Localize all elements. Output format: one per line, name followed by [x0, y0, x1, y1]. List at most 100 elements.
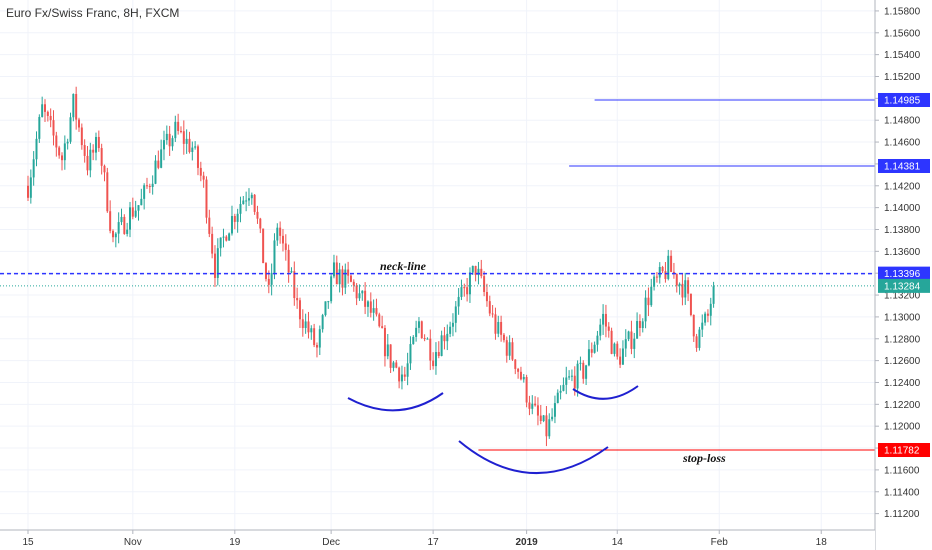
candle-body — [613, 343, 616, 354]
candle-body — [664, 271, 667, 279]
pattern-arcs — [347, 385, 639, 474]
candle-body — [678, 283, 681, 286]
candle-body — [168, 133, 171, 147]
candle-body — [420, 321, 423, 339]
candle-body — [239, 204, 242, 214]
candle-body — [542, 415, 545, 421]
candle-body — [199, 167, 202, 176]
candle-body — [667, 255, 670, 279]
candle-body — [633, 338, 636, 349]
candle-body — [100, 148, 103, 166]
candle-body — [35, 138, 38, 160]
candle-body — [38, 116, 41, 139]
candle-body — [474, 265, 477, 276]
price-tag-1.13396 — [878, 266, 930, 281]
head-arc — [458, 440, 609, 474]
candle-body — [75, 93, 78, 120]
candle-body — [69, 117, 72, 142]
time-axis-ticks[interactable]: 15 Nov 19 Dec 17 2019 14 Feb 18 — [22, 530, 827, 548]
candle-body — [123, 216, 126, 234]
candle-body — [585, 365, 588, 379]
candle-body — [641, 321, 644, 328]
candle-body — [315, 345, 318, 348]
price-tick-label: 1.12000 — [884, 422, 921, 433]
candle-body — [403, 374, 406, 377]
candle-body — [276, 227, 279, 241]
candle-body — [236, 213, 239, 222]
candle-body — [434, 352, 437, 367]
candle-body — [267, 278, 270, 285]
candle-body — [72, 93, 75, 118]
price-tick-label: 1.14800 — [884, 116, 921, 127]
price-tick-label: 1.15400 — [884, 50, 921, 61]
candle-body — [290, 271, 293, 273]
candle-body — [60, 155, 63, 161]
price-tick-label: 1.15800 — [884, 6, 921, 17]
candles-layer — [27, 86, 715, 447]
candle-body — [369, 301, 372, 313]
candle-body — [570, 375, 573, 377]
candle-body — [573, 375, 576, 389]
candle-body — [415, 327, 418, 337]
candle-body — [417, 321, 420, 328]
candle-body — [389, 344, 392, 368]
candle-body — [106, 172, 109, 212]
candle-body — [111, 230, 114, 238]
candle-body — [330, 276, 333, 302]
candle-body — [281, 235, 284, 244]
candle-body — [386, 344, 389, 357]
candle-body — [483, 276, 486, 292]
candle-body — [174, 121, 177, 139]
candle-body — [52, 120, 55, 136]
candle-body — [599, 324, 602, 336]
candle-body — [165, 133, 168, 141]
candle-body — [701, 322, 704, 330]
price-axis-ticks[interactable]: 1.158001.156001.154001.152001.150001.148… — [875, 6, 921, 520]
candle-body — [471, 265, 474, 273]
time-tick-label: 14 — [612, 537, 624, 548]
candle-body — [395, 362, 398, 368]
candle-body — [191, 147, 194, 153]
candle-body — [525, 377, 528, 403]
candle-body — [307, 321, 310, 333]
price-tick-label: 1.11200 — [884, 509, 920, 520]
candle-body — [352, 281, 355, 286]
candle-body — [338, 269, 341, 285]
candle-body — [211, 233, 214, 254]
candle-body — [596, 335, 599, 345]
candle-body — [670, 255, 673, 272]
candle-body — [446, 333, 449, 342]
horizontal-lines-layer — [0, 99, 875, 451]
time-tick-label: 2019 — [515, 537, 538, 548]
candle-body — [233, 216, 236, 222]
candle-body — [704, 313, 707, 323]
candle-body — [55, 135, 58, 148]
candle-body — [559, 390, 562, 393]
candle-body — [653, 276, 656, 287]
candle-body — [593, 344, 596, 353]
price-tag-1.14985 — [878, 92, 930, 107]
candle-body — [440, 335, 443, 356]
candle-body — [508, 342, 511, 356]
candle-body — [327, 301, 330, 303]
time-axis-background — [0, 530, 875, 550]
candle-body — [432, 360, 435, 367]
time-tick-label: 15 — [22, 537, 34, 548]
candle-body — [137, 205, 140, 211]
price-tick-label: 1.11400 — [884, 487, 920, 498]
candle-body — [262, 228, 265, 264]
candle-body — [392, 362, 395, 368]
candle-body — [301, 319, 304, 328]
candle-body — [460, 287, 463, 297]
price-tick-label: 1.15200 — [884, 72, 921, 83]
price-tag-label: 1.14381 — [884, 161, 921, 172]
candle-body — [188, 138, 191, 153]
candle-body — [32, 159, 35, 178]
candle-body — [324, 301, 327, 316]
candle-body — [92, 149, 95, 153]
candle-body — [548, 419, 551, 437]
candle-body — [259, 218, 262, 229]
candle-body — [466, 287, 469, 295]
candle-body — [296, 298, 299, 301]
